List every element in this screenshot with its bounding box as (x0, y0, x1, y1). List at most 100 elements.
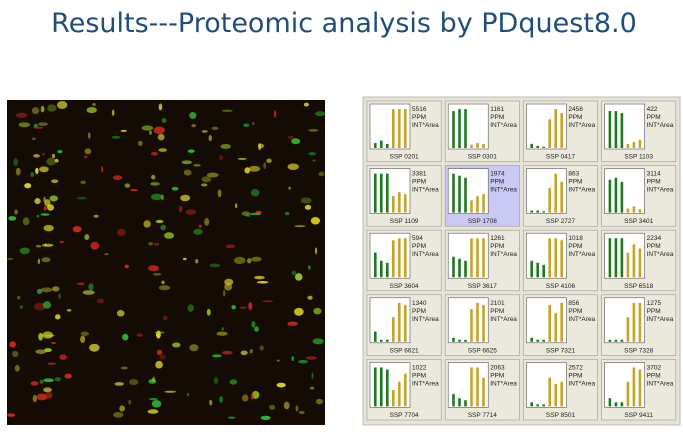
gel-spot (157, 133, 165, 141)
gel-spot (250, 392, 254, 400)
gel-spot (158, 103, 163, 111)
gel-spot (309, 386, 315, 390)
gel-spot (66, 308, 72, 312)
plot-box (604, 168, 645, 214)
gel-spot (206, 172, 219, 178)
gel-spot (152, 273, 162, 276)
gel-spot (89, 343, 100, 352)
panel-value: 422 (647, 106, 658, 113)
bar (470, 144, 473, 148)
gel-spot (155, 360, 163, 369)
bar (638, 139, 642, 148)
gel-spot (43, 206, 47, 211)
gel-spot (42, 331, 54, 339)
gel-spot (14, 365, 20, 372)
gel-spot (187, 149, 195, 153)
bar (452, 256, 455, 278)
gel-spot (136, 333, 143, 337)
panel-measure: INT*Area (568, 122, 595, 129)
bar (614, 238, 618, 278)
bar (482, 194, 485, 213)
bar (620, 181, 624, 213)
gel-spot (42, 152, 46, 156)
bar (560, 181, 563, 213)
bar (452, 394, 455, 407)
bar (482, 143, 485, 148)
gel-spot (83, 155, 88, 159)
gel-spot (150, 193, 163, 201)
gel-spot (172, 342, 181, 348)
bar (638, 369, 642, 407)
gel-spot (250, 188, 260, 197)
gel-spot (260, 415, 271, 420)
gel-spot (104, 253, 109, 256)
bar (620, 339, 624, 342)
gel-spot (137, 140, 143, 146)
bar (386, 262, 389, 278)
bar (638, 209, 642, 213)
plot-box (604, 103, 645, 150)
gel-spot (221, 327, 224, 331)
gel-spot (239, 306, 247, 309)
gel-spot (52, 286, 60, 292)
panel-label: SSP 6621 (390, 347, 420, 354)
gel-spot (40, 287, 53, 293)
gel-spot (80, 180, 87, 185)
gel-spot (150, 182, 160, 186)
gel-spot (211, 354, 222, 358)
plot-box (447, 168, 489, 214)
gel-spot (308, 129, 319, 132)
gel-spot (273, 110, 277, 118)
bar (374, 331, 377, 342)
bar (536, 404, 539, 407)
plot-box (526, 297, 567, 344)
panel-value: 1161 (490, 106, 504, 113)
bar (530, 260, 533, 278)
gel-spot (294, 273, 303, 281)
gel-spot (54, 158, 59, 163)
gel-spot (13, 158, 19, 167)
gel-spot (122, 333, 129, 341)
gel-spot (276, 382, 286, 388)
bar (548, 188, 551, 213)
gel-spot (148, 265, 160, 272)
gel-spot (14, 209, 18, 215)
gel-spot (204, 218, 210, 226)
plot-box (369, 297, 411, 344)
gel-spot (276, 359, 280, 362)
panel-measure: INT*Area (490, 316, 517, 323)
bar (542, 146, 545, 148)
gel-spot (158, 285, 171, 291)
panel-measure: INT*Area (412, 122, 439, 129)
gel-spot (43, 378, 54, 383)
gel-spot (12, 350, 19, 358)
gel-spot (39, 166, 49, 173)
bar (476, 143, 479, 148)
gel-spot (235, 203, 238, 209)
panel-unit: PPM (647, 243, 661, 250)
panel-measure: INT*Area (647, 316, 674, 323)
panel-unit: PPM (568, 114, 582, 121)
gel-spot (24, 183, 32, 189)
gel-spot (183, 169, 192, 176)
gel-spot (150, 151, 158, 156)
gel-spot (124, 183, 131, 188)
plot-box (526, 232, 567, 279)
gel-spot (259, 345, 264, 351)
panel-measure: INT*Area (490, 122, 517, 129)
panel-unit: PPM (490, 243, 504, 250)
panel-unit: PPM (647, 308, 661, 315)
bar (632, 367, 636, 407)
panel-value: 3114 (647, 171, 661, 178)
panel-measure: INT*Area (490, 251, 517, 258)
bar (398, 302, 401, 342)
bar (470, 238, 473, 278)
bar (632, 302, 636, 342)
bar (392, 196, 395, 213)
